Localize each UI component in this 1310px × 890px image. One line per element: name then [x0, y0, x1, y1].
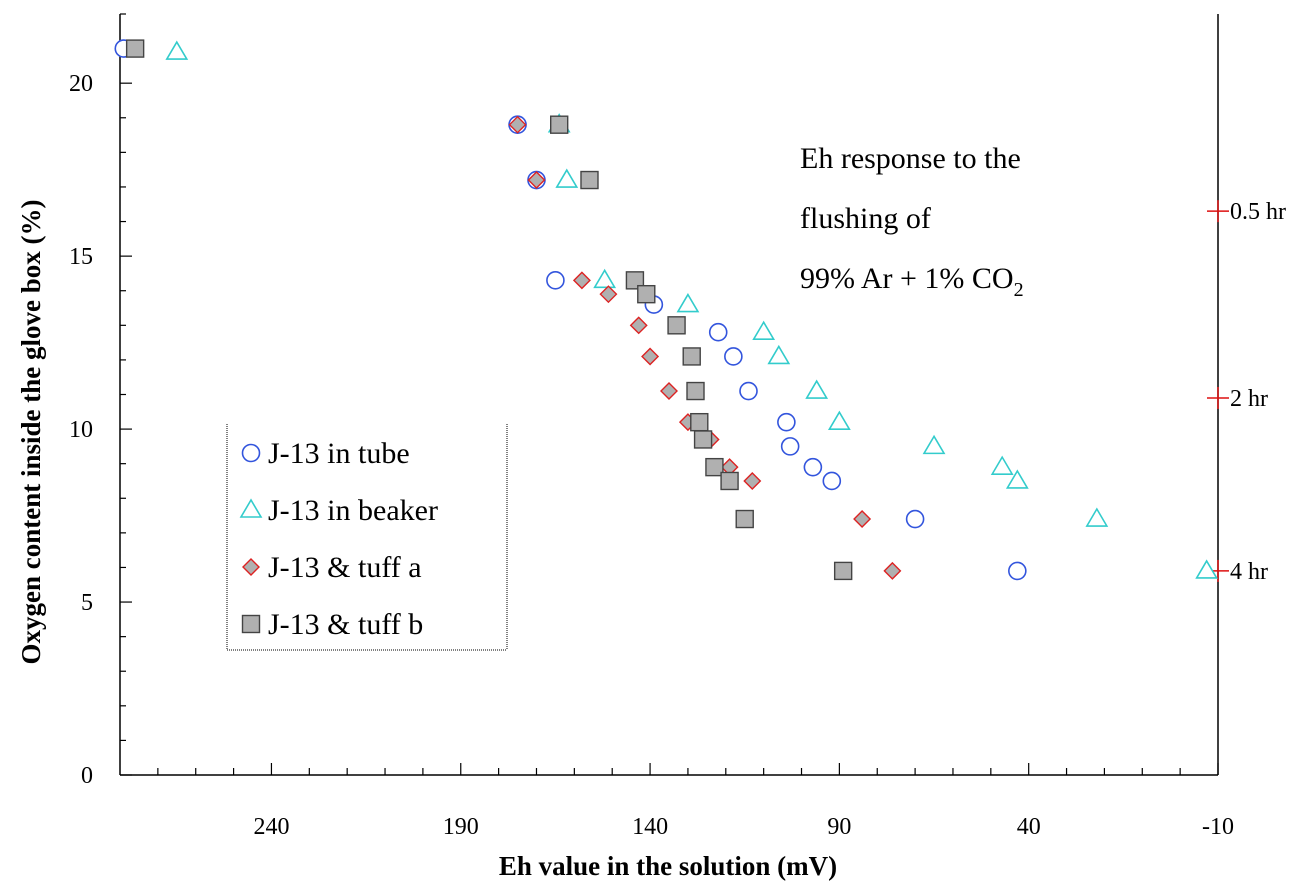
data-point-diamond	[599, 285, 618, 304]
data-point-circle	[739, 381, 758, 401]
legend-label: J-13 & tuff b	[268, 608, 423, 641]
data-point-triangle	[593, 268, 617, 289]
x-axis: 240 190 140 90 40 -10	[157, 763, 1234, 840]
data-point-diamond	[660, 382, 678, 401]
data-point-triangle	[555, 168, 579, 188]
data-point-triangle	[827, 410, 851, 430]
data-point-square	[667, 316, 686, 335]
data-point-circle	[780, 437, 800, 456]
data-point-square	[690, 412, 709, 432]
legend-label: J-13 in beaker	[268, 494, 438, 527]
legend-box	[227, 424, 507, 650]
data-point-diamond	[527, 171, 546, 190]
x-tick-label: 190	[443, 814, 479, 840]
data-point-circle	[803, 457, 823, 477]
data-point-square	[550, 115, 569, 134]
data-points	[114, 39, 1219, 581]
data-point-square	[705, 457, 724, 477]
y-axis-title: Oxygen content inside the glove box (%)	[16, 200, 46, 665]
annotation-subscript: 2	[1014, 279, 1024, 301]
data-point-square	[625, 271, 645, 290]
data-point-triangle	[767, 344, 791, 365]
data-point-triangle	[1085, 507, 1109, 527]
data-point-circle	[724, 347, 743, 366]
data-point-diamond	[853, 510, 872, 529]
data-point-triangle	[676, 292, 700, 313]
data-point-square	[682, 347, 701, 366]
legend-marker-diamond	[242, 558, 260, 576]
time-marker-label: 2 hr	[1230, 386, 1268, 412]
annotation-line-1: Eh response to the	[800, 142, 1021, 175]
data-point-diamond	[629, 316, 648, 335]
data-point-triangle	[805, 379, 829, 399]
legend-marker-circle	[241, 443, 261, 463]
legend-label: J-13 & tuff a	[268, 551, 422, 584]
x-tick-label: 90	[827, 814, 851, 840]
data-point-circle	[708, 322, 728, 342]
legend: J-13 in tube J-13 in beaker J-13 & tuff a J…	[226, 424, 508, 651]
y-tick-label: 15	[69, 244, 93, 270]
y-tick-label: 0	[81, 763, 93, 789]
x-tick-label: 240	[253, 814, 289, 840]
data-point-triangle	[1195, 559, 1219, 579]
legend-marker-triangle	[239, 498, 263, 518]
y-tick-label: 20	[69, 71, 93, 97]
data-point-square	[693, 430, 713, 449]
y-tick-label: 5	[81, 590, 93, 616]
annotation-line-3-text: 99% Ar + 1% CO	[800, 262, 1014, 295]
data-point-square	[125, 39, 145, 58]
data-point-square	[686, 381, 705, 401]
series-j-13-tuff-b	[125, 39, 853, 581]
y-tick-label: 10	[69, 417, 93, 443]
data-point-diamond	[641, 347, 660, 366]
data-point-triangle	[165, 40, 189, 60]
x-axis-title: Eh value in the solution (mV)	[499, 851, 837, 881]
annotation-line-2: flushing of	[800, 202, 931, 235]
data-point-circle	[546, 271, 565, 290]
data-point-square	[637, 284, 656, 304]
data-point-square	[720, 471, 739, 491]
data-point-circle	[905, 509, 925, 529]
time-markers: 0.5 hr 2 hr 4 hr	[1207, 199, 1286, 585]
data-point-square	[580, 170, 599, 190]
data-point-diamond	[508, 115, 527, 134]
data-point-triangle	[1005, 469, 1029, 489]
legend-label: J-13 in tube	[268, 437, 410, 470]
time-marker-label: 4 hr	[1230, 559, 1268, 585]
x-tick-label: 40	[1017, 814, 1041, 840]
x-tick-label: -10	[1202, 814, 1234, 840]
data-point-square	[735, 509, 754, 529]
chart-annotation: Eh response to the flushing of 99% Ar + …	[800, 142, 1024, 301]
legend-marker-square	[241, 614, 261, 634]
data-point-circle	[822, 471, 842, 491]
data-point-circle	[777, 412, 796, 432]
data-point-square	[833, 561, 853, 581]
data-point-triangle	[990, 455, 1014, 475]
data-point-diamond	[743, 471, 762, 490]
y-axis: 0 5 10 15 20	[69, 13, 132, 789]
data-point-triangle	[922, 434, 946, 455]
data-point-triangle	[752, 320, 776, 341]
data-point-circle	[1008, 561, 1027, 581]
annotation-line-3: 99% Ar + 1% CO2	[800, 262, 1024, 301]
data-point-diamond	[883, 561, 902, 580]
data-point-diamond	[572, 271, 591, 290]
x-tick-label: 140	[632, 814, 668, 840]
time-marker-label: 0.5 hr	[1230, 199, 1286, 225]
